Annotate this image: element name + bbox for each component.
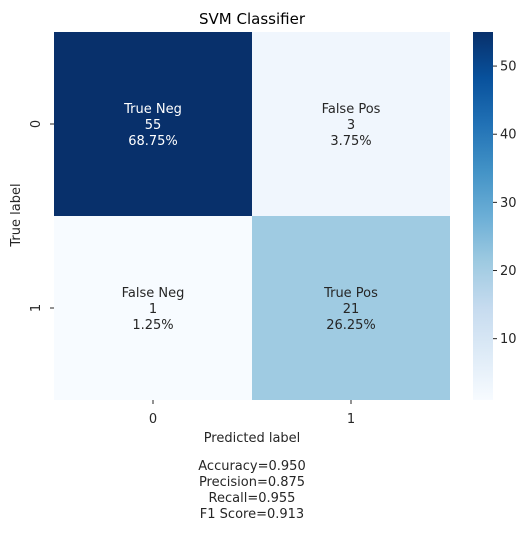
cell-count-true-pos: 21 [343,302,360,317]
metrics-summary: Accuracy=0.950 Precision=0.875 Recall=0.… [152,459,352,523]
chart-title: SVM Classifier [199,10,306,28]
y-tick-label: 0 [29,120,44,128]
cell-label-false-neg: False Neg [122,286,185,301]
colorbar-tick-label: 50 [500,60,517,75]
y-axis-label: True label [9,183,24,247]
x-axis-label: Predicted label [204,431,301,446]
cell-percent-false-pos: 3.75% [330,134,371,149]
colorbar-ticks: 10 20 30 40 50 [493,60,517,347]
recall-text: Recall=0.955 [208,491,296,506]
y-axis-ticks: 01 [29,120,54,312]
cell-percent-false-neg: 1.25% [132,318,173,333]
cell-count-false-neg: 1 [149,302,157,317]
colorbar-tick-label: 30 [500,196,517,211]
cell-percent-true-pos: 26.25% [326,318,376,333]
colorbar-tick-label: 40 [500,128,517,143]
heatmap-cell-false-pos [252,32,450,216]
cell-percent-true-neg: 68.75% [128,134,178,149]
f1-score-text: F1 Score=0.913 [199,507,305,522]
heatmap-cell-true-neg [54,32,252,216]
cell-count-false-pos: 3 [347,118,355,133]
cell-count-true-neg: 55 [145,118,162,133]
precision-text: Precision=0.875 [198,475,306,490]
heatmap-cell-true-pos [252,216,450,400]
colorbar-tick-label: 10 [500,332,517,347]
colorbar-tick-label: 20 [500,264,517,279]
x-tick-label: 0 [149,412,157,427]
y-tick-label: 1 [29,304,44,312]
colorbar [473,32,493,400]
heatmap-cell-false-neg [54,216,252,400]
x-tick-label: 1 [347,412,355,427]
cell-label-true-neg: True Neg [123,102,182,117]
cell-label-true-pos: True Pos [323,286,378,301]
accuracy-text: Accuracy=0.950 [198,459,306,474]
cell-label-false-pos: False Pos [322,102,381,117]
